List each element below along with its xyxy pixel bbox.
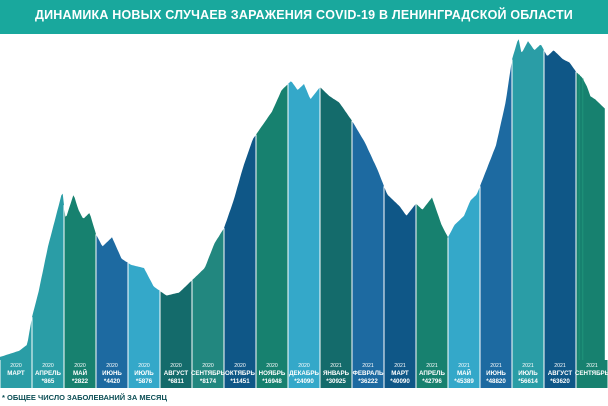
month-year-label: 2021 — [330, 363, 342, 369]
month-area-2 — [64, 195, 96, 360]
month-name-label: ИЮЛЬ — [134, 370, 154, 377]
month-name-label: АПРЕЛЬ — [419, 370, 445, 377]
month-name-label: ОКТЯБРЬ — [225, 370, 255, 377]
month-total-label: *16948 — [262, 378, 282, 385]
month-total-label: *63620 — [550, 378, 570, 385]
month-area-15 — [480, 59, 512, 360]
month-year-label: 2021 — [426, 363, 438, 369]
month-label-box — [544, 360, 576, 388]
month-label-box — [32, 360, 64, 388]
month-area-1 — [32, 193, 64, 360]
month-year-label: 2020 — [10, 363, 22, 369]
month-total-label: *45389 — [454, 378, 474, 385]
month-label-box — [224, 360, 256, 388]
month-area-3 — [96, 234, 128, 360]
month-total-label: *42796 — [422, 378, 442, 385]
month-name-label: НОЯБРЬ — [259, 370, 286, 377]
month-area-13 — [416, 197, 448, 360]
chart-title: ДИНАМИКА НОВЫХ СЛУЧАЕВ ЗАРАЖЕНИЯ COVID-1… — [35, 8, 573, 22]
month-name-label: ИЮНЬ — [486, 370, 506, 377]
month-label-box — [480, 360, 512, 388]
month-year-label: 2020 — [106, 363, 118, 369]
month-total-label: *4420 — [104, 378, 121, 385]
month-total-label: *24090 — [294, 378, 314, 385]
month-label-box — [192, 360, 224, 388]
month-year-label: 2021 — [586, 363, 598, 369]
month-label-box — [0, 360, 32, 388]
month-total-label: *6811 — [168, 378, 184, 385]
month-area-9 — [288, 81, 320, 361]
month-year-label: 2021 — [394, 363, 406, 369]
month-year-label: 2020 — [202, 363, 214, 369]
month-area-8 — [256, 84, 288, 360]
month-label-box — [64, 360, 96, 388]
month-area-0 — [0, 317, 32, 360]
month-year-label: 2020 — [266, 363, 278, 369]
month-area-18 — [576, 71, 605, 360]
title-banner — [0, 0, 608, 34]
month-area-17 — [544, 50, 576, 361]
month-name-label: АВГУСТ — [164, 370, 189, 377]
month-year-label: 2021 — [522, 363, 534, 369]
month-name-label: СЕНТЯБРЬ — [191, 370, 226, 377]
month-total-label: *5876 — [136, 378, 153, 385]
month-name-label: АВГУСТ — [548, 370, 573, 377]
month-name-label: ДЕКАБРЬ — [289, 370, 319, 377]
month-year-label: 2021 — [362, 363, 374, 369]
month-area-12 — [384, 186, 416, 360]
month-label-box — [160, 360, 192, 388]
month-label-box — [512, 360, 544, 388]
month-name-label: АПРЕЛЬ — [35, 370, 61, 377]
month-area-5 — [160, 280, 192, 360]
month-total-label: *11451 — [230, 378, 250, 385]
chart-footnote: * ОБЩЕЕ ЧИСЛО ЗАБОЛЕВАНИЙ ЗА МЕСЯЦ — [2, 393, 167, 402]
month-name-label: ИЮЛЬ — [518, 370, 538, 377]
month-area-7 — [224, 134, 256, 360]
month-total-label: *56614 — [518, 378, 538, 385]
month-name-label: МАЙ — [73, 369, 88, 377]
month-total-label: *48820 — [486, 378, 506, 385]
month-label-box — [96, 360, 128, 388]
month-label-box — [576, 360, 608, 388]
month-year-label: 2021 — [490, 363, 502, 369]
month-name-label: МАРТ — [391, 370, 409, 377]
month-year-label: 2020 — [74, 363, 86, 369]
month-name-label: ИЮНЬ — [102, 370, 122, 377]
month-year-label: 2021 — [554, 363, 566, 369]
month-label-box — [256, 360, 288, 388]
month-name-label: СЕНТЯБРЬ — [575, 370, 608, 377]
month-name-label: ФЕВРАЛЬ — [353, 370, 384, 377]
month-label-box — [288, 360, 320, 388]
month-area-14 — [448, 186, 480, 360]
month-name-label: МАРТ — [7, 370, 25, 377]
month-label-box — [384, 360, 416, 388]
month-total-label: *2822 — [72, 378, 89, 385]
month-label-box — [416, 360, 448, 388]
month-total-label: *40090 — [390, 378, 410, 385]
month-year-label: 2020 — [298, 363, 310, 369]
month-year-label: 2021 — [458, 363, 470, 369]
month-area-10 — [320, 87, 352, 360]
month-name-label: МАЙ — [457, 369, 472, 377]
month-label-box — [320, 360, 352, 388]
month-total-label: *30925 — [326, 378, 346, 385]
month-area-11 — [352, 120, 384, 360]
month-total-label: *36222 — [358, 378, 378, 385]
month-area-6 — [192, 228, 224, 360]
month-total-label: *865 — [42, 378, 55, 385]
month-area-16 — [512, 39, 544, 361]
month-label-box — [128, 360, 160, 388]
month-name-label: ЯНВАРЬ — [323, 370, 350, 377]
month-label-box — [448, 360, 480, 388]
month-area-4 — [128, 262, 160, 360]
month-label-box — [352, 360, 384, 388]
month-year-label: 2020 — [234, 363, 246, 369]
month-year-label: 2020 — [138, 363, 150, 369]
month-total-label: *8174 — [200, 378, 217, 385]
month-year-label: 2020 — [170, 363, 182, 369]
month-year-label: 2020 — [42, 363, 54, 369]
